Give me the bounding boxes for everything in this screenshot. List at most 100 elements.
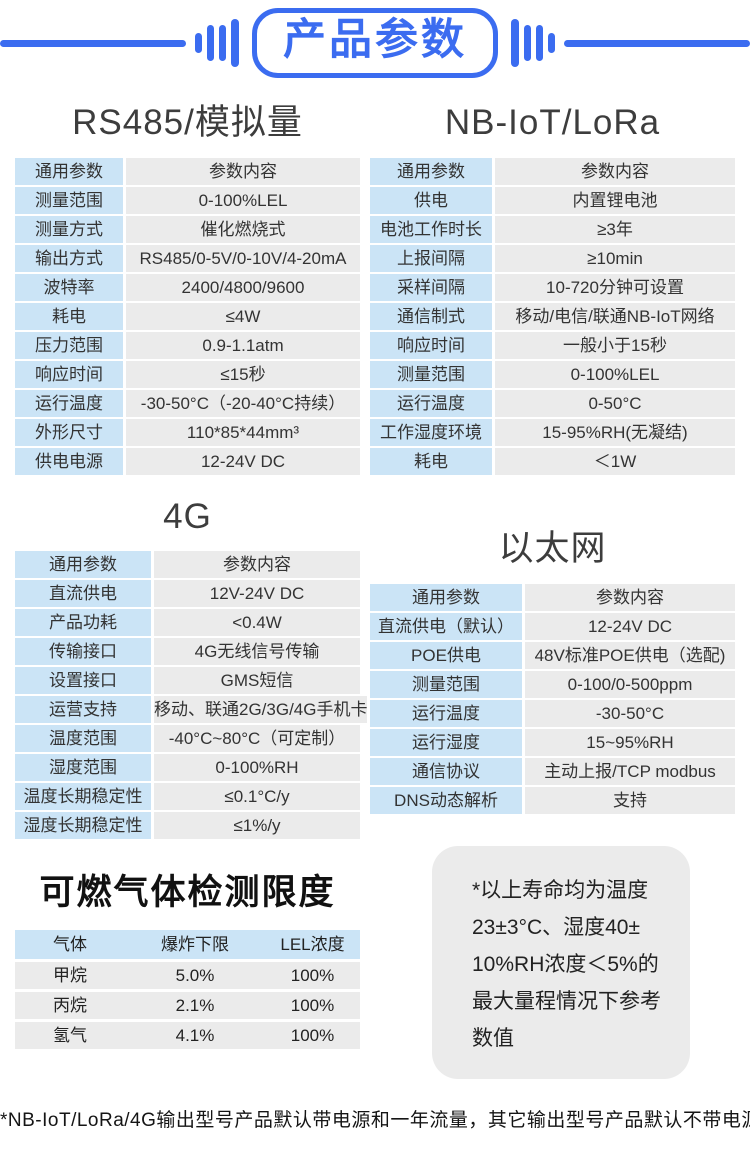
table-row: 供电电源 12-24V DC (15, 448, 360, 475)
row-value: ≤1%/y (154, 812, 360, 839)
row-label: 通用参数 (15, 158, 123, 185)
row-label: 通用参数 (15, 551, 151, 578)
row-value: 主动上报/TCP modbus (525, 758, 735, 785)
table-row: 运行温度 -30-50°C (370, 700, 735, 727)
lifetime-note-box: *以上寿命均为温度 23±3°C、湿度40± 10%RH浓度＜5%的 最大量程情况下参… (432, 846, 690, 1079)
signal-bar (524, 25, 531, 61)
gas-table-row: 甲烷 5.0% 100% (15, 962, 360, 989)
row-value: GMS短信 (154, 667, 360, 694)
row-label: 湿度长期稳定性 (15, 812, 151, 839)
signal-bar (548, 33, 555, 53)
table-row: 上报间隔 ≥10min (370, 245, 735, 272)
gas-column-header: 爆炸下限 (161, 935, 229, 954)
table-row: 传输接口 4G无线信号传输 (15, 638, 360, 665)
signal-bar (231, 19, 239, 67)
row-label: 测量范围 (15, 187, 123, 214)
table-row: 通用参数 参数内容 (15, 551, 360, 578)
row-label: 供电 (370, 187, 492, 214)
signal-bar (219, 25, 226, 61)
row-label: 上报间隔 (370, 245, 492, 272)
row-value: 0-100%LEL (495, 361, 735, 388)
gas-table-row: 氢气 4.1% 100% (15, 1022, 360, 1049)
signal-bar (536, 25, 543, 61)
row-label: 采样间隔 (370, 274, 492, 301)
row-label: 直流供电 (15, 580, 151, 607)
4g-table-title: 4G (163, 497, 212, 536)
gas-cell: 100% (290, 996, 335, 1015)
row-label: 电池工作时长 (370, 216, 492, 243)
table-row: 直流供电 12V-24V DC (15, 580, 360, 607)
right-column: NB-IoT/LoRa 通用参数 参数内容 供电 内置锂电池 电池工作时长 ≥3年 上报间隔… (370, 86, 735, 1079)
gas-cell: 甲烷 (53, 966, 87, 985)
rs485-spec-table: 通用参数 参数内容 测量范围 0-100%LEL 测量方式 催化燃烧式 输出方式 RS485/… (15, 158, 360, 475)
row-value: ≤15秒 (126, 361, 360, 388)
gas-table-title: 可燃气体检测限度 (39, 873, 336, 912)
gas-cell: 2.1% (175, 996, 215, 1015)
row-label: 耗电 (370, 448, 492, 475)
row-label: 输出方式 (15, 245, 123, 272)
row-value: -30-50°C (525, 700, 735, 727)
gas-cell: 4.1% (175, 1026, 215, 1045)
row-value: 4G无线信号传输 (154, 638, 360, 665)
table-row: 测量范围 0-100%LEL (15, 187, 360, 214)
row-value: -40°C~80°C（可定制） (154, 725, 360, 752)
right-line (564, 39, 750, 47)
row-label: 运行温度 (15, 390, 123, 417)
table-row: 测量范围 0-100/0-500ppm (370, 671, 735, 698)
table-row: 运营支持 移动、联通2G/3G/4G手机卡 (15, 696, 368, 723)
row-label: 运行温度 (370, 390, 492, 417)
left-line (0, 39, 186, 47)
table-row: POE供电 48V标准POE供电（选配) (370, 642, 735, 669)
table-row: 温度范围 -40°C~80°C（可定制） (15, 725, 360, 752)
row-value: RS485/0-5V/0-10V/4-20mA (126, 245, 360, 272)
row-label: 供电电源 (15, 448, 123, 475)
table-row: 通用参数 参数内容 (15, 158, 360, 185)
signal-bars-right-icon (511, 19, 555, 67)
row-label: 通用参数 (370, 584, 522, 611)
table-row: 运行温度 0-50°C (370, 390, 735, 417)
gas-limits-table: 气体 爆炸下限 LEL浓度 甲烷 5.0% 100% 丙烷 2.1% 100% 氢气 4.1% 100… (15, 930, 360, 1049)
row-label: 温度长期稳定性 (15, 783, 151, 810)
row-value: 移动、联通2G/3G/4G手机卡 (154, 696, 368, 723)
ethernet-spec-table: 通用参数 参数内容 直流供电（默认） 12-24V DC POE供电 48V标准POE供电… (370, 584, 735, 814)
nbiot-spec-table: 通用参数 参数内容 供电 内置锂电池 电池工作时长 ≥3年 上报间隔 ≥10min 采样间隔 10… (370, 158, 735, 475)
gas-cell: 100% (290, 966, 335, 985)
table-row: 响应时间 一般小于15秒 (370, 332, 735, 359)
row-value: 12-24V DC (126, 448, 360, 475)
table-row: 测量方式 催化燃烧式 (15, 216, 360, 243)
gas-column-header: LEL浓度 (280, 935, 345, 954)
row-value: 催化燃烧式 (126, 216, 360, 243)
gas-cell: 100% (290, 1026, 335, 1045)
gas-column-header: 气体 (53, 935, 87, 954)
signal-bar (511, 19, 519, 67)
row-value: 移动/电信/联通NB-IoT网络 (495, 303, 735, 330)
title-frame: 产品参数 (252, 8, 498, 78)
table-row: 温度长期稳定性 ≤0.1°C/y (15, 783, 360, 810)
table-row: 湿度长期稳定性 ≤1%/y (15, 812, 360, 839)
table-row: DNS动态解析 支持 (370, 787, 735, 814)
table-row: 通用参数 参数内容 (370, 158, 735, 185)
row-value: 0-100/0-500ppm (525, 671, 735, 698)
signal-bars-left-icon (195, 19, 239, 67)
row-label: 耗电 (15, 303, 123, 330)
row-value: -30-50°C（-20-40°C持续） (126, 390, 360, 417)
row-label: 外形尺寸 (15, 419, 123, 446)
table-row: 电池工作时长 ≥3年 (370, 216, 735, 243)
gas-cell: 5.0% (175, 966, 215, 985)
row-label: 工作湿度环境 (370, 419, 492, 446)
row-label: 响应时间 (15, 361, 123, 388)
row-label: 压力范围 (15, 332, 123, 359)
note-line: 23±3°C、湿度40± (472, 916, 641, 939)
row-label: 温度范围 (15, 725, 151, 752)
row-value: ≤4W (126, 303, 360, 330)
row-label: 设置接口 (15, 667, 151, 694)
row-label: 测量范围 (370, 671, 522, 698)
row-value: 参数内容 (126, 158, 360, 185)
row-label: 通信制式 (370, 303, 492, 330)
row-value: 一般小于15秒 (495, 332, 735, 359)
table-row: 供电 内置锂电池 (370, 187, 735, 214)
table-row: 测量范围 0-100%LEL (370, 361, 735, 388)
row-value: <0.4W (154, 609, 360, 636)
gas-header-row: 气体 爆炸下限 LEL浓度 (15, 930, 360, 959)
row-label: 波特率 (15, 274, 123, 301)
